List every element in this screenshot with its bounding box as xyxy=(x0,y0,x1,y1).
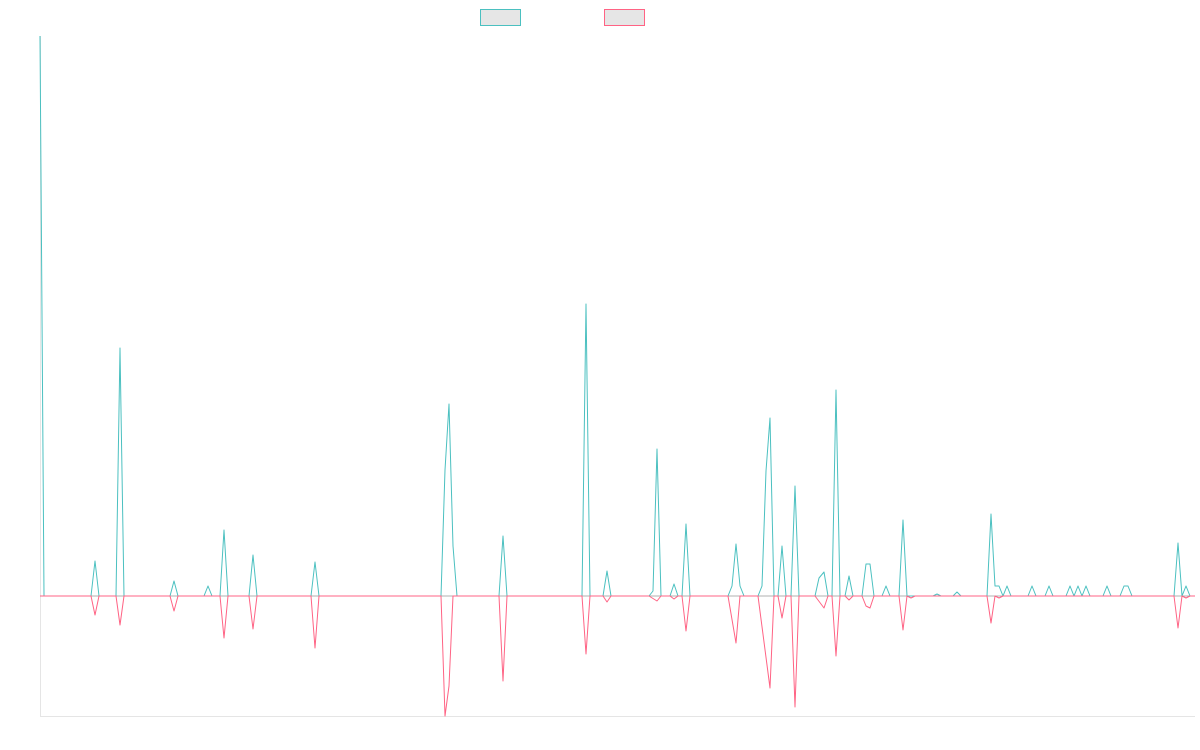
legend-swatch xyxy=(480,9,521,26)
series-line xyxy=(39,35,1195,597)
series-line xyxy=(40,595,1195,717)
legend-swatch xyxy=(604,9,645,26)
